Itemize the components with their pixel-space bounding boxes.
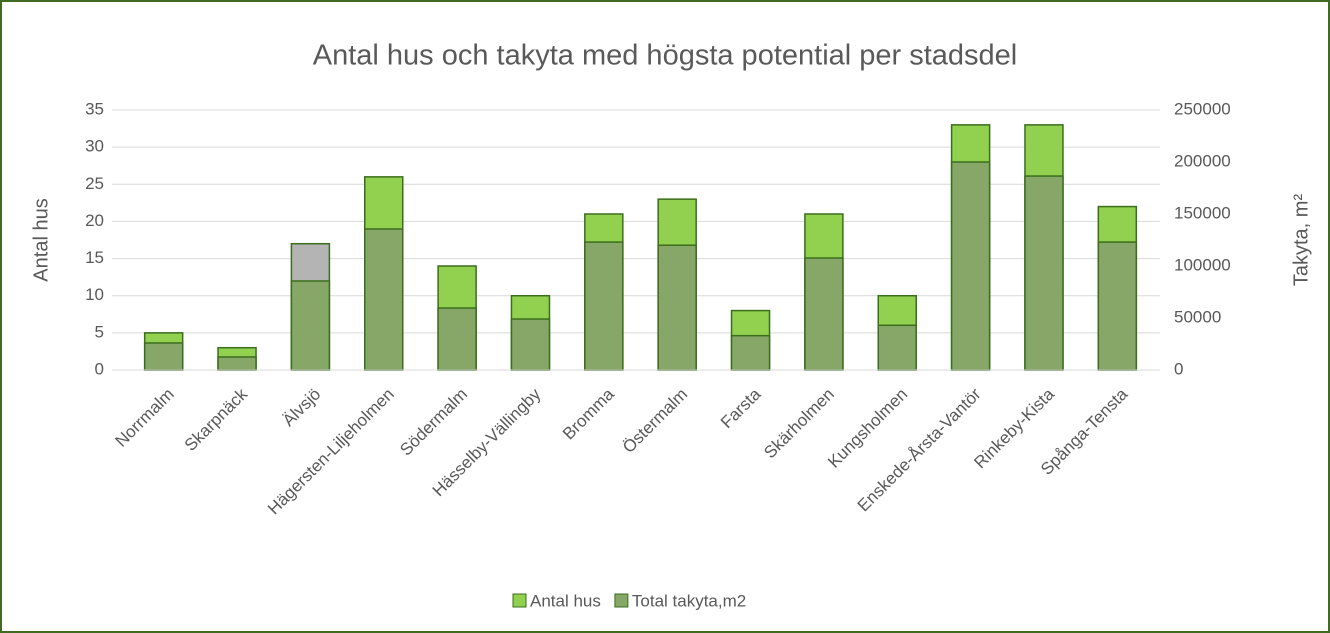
bar <box>584 241 624 371</box>
y2-tick-label: 250000 <box>1174 99 1231 118</box>
y2-tick-label: 150000 <box>1174 203 1231 222</box>
bar <box>290 280 331 371</box>
legend-label: Antal hus <box>530 591 601 610</box>
bar <box>877 324 917 371</box>
y2-tick-label: 100000 <box>1174 255 1231 274</box>
bar <box>804 257 844 371</box>
bar <box>437 307 477 371</box>
y-axis-title: Antal hus <box>30 198 52 281</box>
y-tick-label: 20 <box>85 211 104 230</box>
y-tick-label: 35 <box>85 99 104 118</box>
y2-tick-label: 0 <box>1174 359 1183 378</box>
y-tick-label: 10 <box>85 285 104 304</box>
legend-swatch <box>512 593 527 608</box>
bar <box>364 228 404 371</box>
y-tick-label: 0 <box>95 359 104 378</box>
bar <box>950 161 991 371</box>
bar <box>657 244 697 371</box>
bar <box>217 356 257 371</box>
legend-label: Total takyta,m2 <box>632 591 746 610</box>
bar <box>1097 241 1138 371</box>
bar <box>730 334 771 371</box>
y-tick-label: 15 <box>85 248 104 267</box>
chart-title: Antal hus och takyta med högsta potentia… <box>313 40 1018 72</box>
y2-tick-label: 50000 <box>1174 307 1221 326</box>
y-tick-label: 5 <box>95 322 104 341</box>
y-tick-label: 25 <box>85 174 104 193</box>
bar <box>510 318 551 371</box>
y2-axis-title: Takyta, m² <box>1290 194 1312 287</box>
bar <box>1024 175 1064 371</box>
y2-tick-label: 200000 <box>1174 151 1231 170</box>
bar <box>143 342 184 371</box>
legend-swatch <box>614 593 629 608</box>
y-tick-label: 30 <box>85 137 104 156</box>
